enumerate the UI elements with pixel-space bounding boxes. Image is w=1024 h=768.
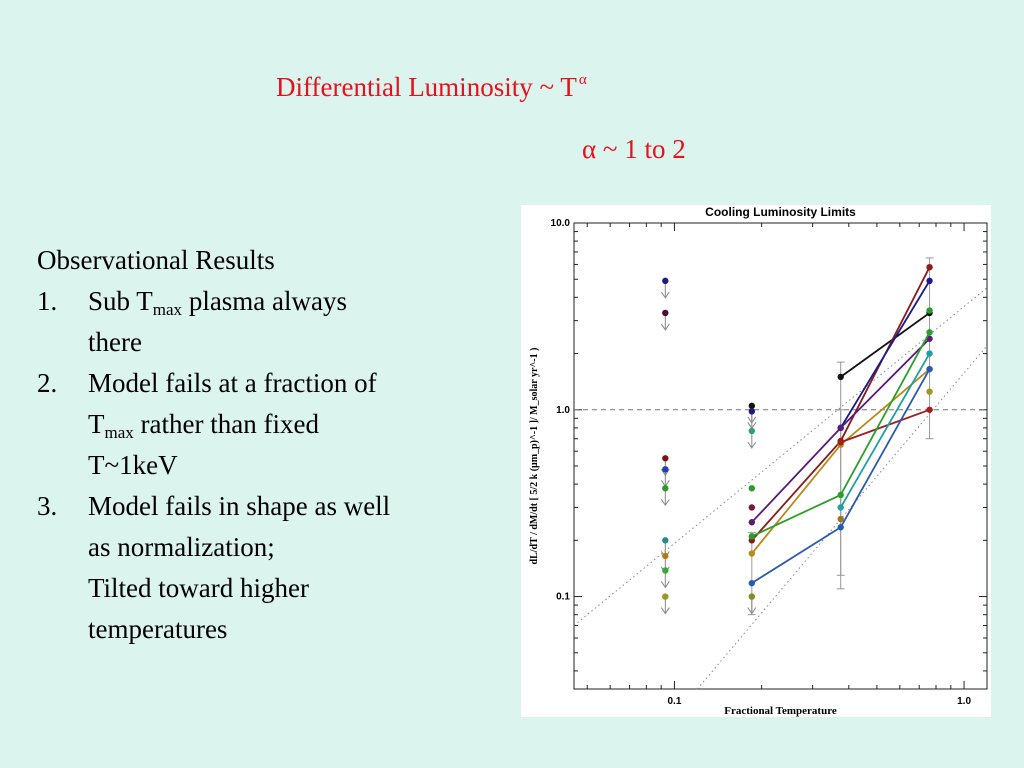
subscript-max: max bbox=[152, 300, 183, 319]
observational-results: Observational Results 1. Sub Tmax plasma … bbox=[37, 240, 487, 650]
x-axis-label: Fractional Temperature bbox=[724, 705, 837, 717]
data-point bbox=[926, 388, 933, 395]
upper-limit-arrowhead bbox=[660, 498, 670, 507]
result-line: T~1keV bbox=[88, 450, 178, 480]
upper-limit-arrowhead bbox=[660, 323, 670, 331]
series-point bbox=[748, 533, 756, 540]
result-line: Sub Tmax plasma always bbox=[88, 286, 348, 319]
result-line: Model fails at a fraction of bbox=[88, 368, 377, 398]
result-line: there bbox=[88, 327, 142, 357]
upper-limit-point bbox=[748, 408, 756, 415]
series-point bbox=[926, 406, 933, 413]
series-point bbox=[837, 424, 844, 432]
series-line bbox=[840, 408, 930, 444]
slide-title-exponent: α bbox=[578, 72, 587, 88]
series-point bbox=[926, 263, 933, 271]
data-point bbox=[926, 307, 933, 314]
results-list: 1. Sub Tmax plasma always there 2. Model fai… bbox=[37, 281, 487, 650]
upper-limit-arrowhead bbox=[660, 607, 670, 615]
upper-limit-point bbox=[662, 552, 669, 560]
result-line: Tilted toward higher bbox=[88, 573, 309, 603]
upper-limit-point bbox=[662, 277, 669, 285]
result-line: temperatures bbox=[88, 614, 228, 644]
model-dotted-line bbox=[696, 345, 988, 690]
slide-title-text: Differential Luminosity ~ T bbox=[276, 72, 577, 102]
series-point bbox=[926, 365, 933, 373]
series-point bbox=[748, 579, 756, 587]
series-point bbox=[926, 329, 933, 336]
series-point bbox=[926, 277, 933, 285]
result-number: 1. bbox=[37, 286, 58, 316]
series-point bbox=[837, 491, 844, 499]
series-point bbox=[748, 519, 756, 526]
data-point bbox=[837, 515, 844, 523]
chart-title: Cooling Luminosity Limits bbox=[705, 205, 856, 219]
x-tick-label: 1.0 bbox=[957, 696, 971, 707]
plot-frame bbox=[573, 222, 988, 690]
upper-limit-arrowhead bbox=[660, 291, 670, 299]
series-point bbox=[837, 524, 844, 531]
y-axis-label: dL/dT / dM/dt [ 5/2 k (μm_p)^-1 ]/ M_sol… bbox=[529, 348, 540, 565]
result-line: as normalization; bbox=[88, 532, 275, 562]
upper-limit-arrowhead bbox=[660, 581, 670, 589]
upper-limit-arrowhead bbox=[747, 607, 757, 615]
upper-limit-point bbox=[748, 427, 756, 435]
result-line: Tmax rather than fixed bbox=[88, 409, 319, 442]
series-line bbox=[839, 353, 931, 508]
series-point bbox=[837, 373, 844, 381]
result-item: 1. Sub Tmax plasma always there bbox=[37, 281, 487, 363]
series-point bbox=[926, 335, 933, 342]
data-point bbox=[748, 485, 756, 492]
series-line bbox=[840, 312, 931, 378]
upper-limit-point bbox=[662, 485, 669, 492]
y-tick-label: 1.0 bbox=[556, 405, 570, 416]
upper-limit-point bbox=[662, 455, 669, 462]
results-heading: Observational Results bbox=[37, 245, 275, 275]
x-tick-label: 0.1 bbox=[667, 696, 681, 707]
series-point bbox=[837, 504, 844, 511]
series-point bbox=[926, 350, 933, 357]
result-number: 3. bbox=[37, 491, 58, 521]
upper-limit-point bbox=[748, 402, 756, 410]
result-item: 3. Model fails in shape as well as normali… bbox=[37, 486, 487, 650]
subscript-max: max bbox=[104, 423, 134, 442]
upper-limit-point bbox=[662, 466, 669, 473]
result-line: Model fails in shape as well bbox=[88, 491, 391, 521]
upper-limit-point bbox=[662, 567, 669, 574]
result-item: 2. Model fails at a fraction of Tmax rathe… bbox=[37, 363, 487, 486]
chart-svg: Cooling Luminosity Limits 0.1 1.0 10.0 0.1 1.… bbox=[529, 205, 988, 717]
y-tick-label: 0.1 bbox=[556, 592, 570, 603]
upper-limit-point bbox=[662, 309, 669, 317]
model-dotted-line bbox=[573, 287, 988, 626]
cooling-luminosity-chart: Cooling Luminosity Limits 0.1 1.0 10.0 0.1 1.… bbox=[521, 205, 991, 717]
series-point bbox=[748, 550, 756, 557]
upper-limit-arrowhead bbox=[747, 441, 757, 449]
data-point bbox=[748, 504, 756, 511]
upper-limit-point bbox=[748, 593, 756, 600]
upper-limit-point bbox=[662, 537, 669, 544]
upper-limit-point bbox=[662, 593, 669, 600]
slide-subtitle: α ~ 1 to 2 bbox=[582, 134, 686, 164]
series-line bbox=[839, 280, 931, 429]
y-tick-label: 10.0 bbox=[551, 218, 571, 229]
series-point bbox=[837, 439, 844, 446]
result-number: 2. bbox=[37, 368, 58, 398]
